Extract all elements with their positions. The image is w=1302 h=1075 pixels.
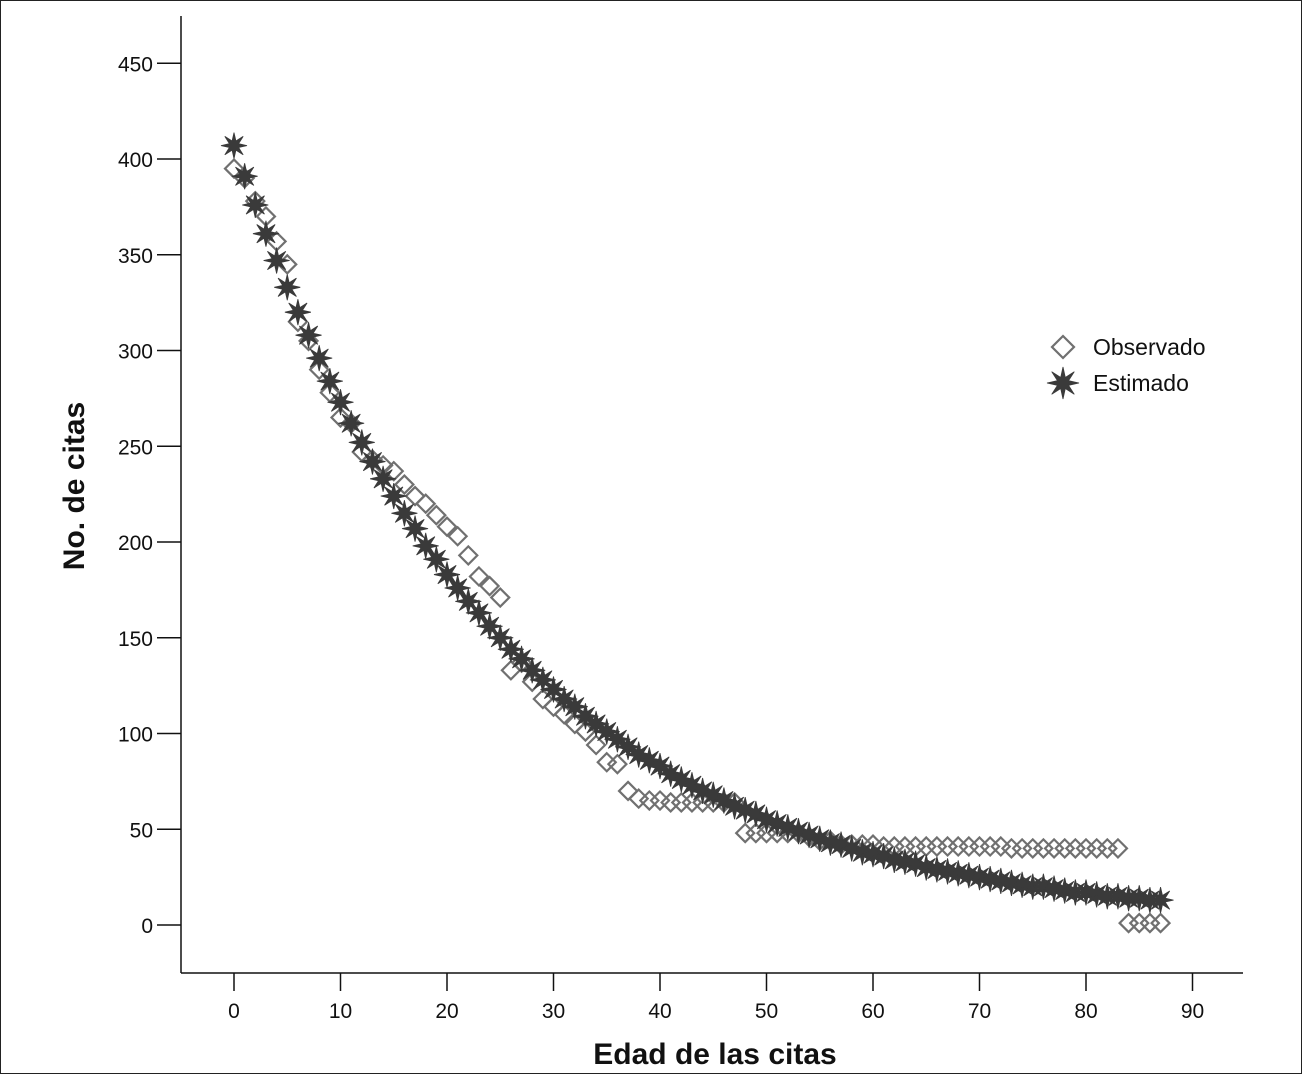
data-point-estimado xyxy=(348,429,375,456)
data-point-observado xyxy=(968,835,991,858)
data-point-observado xyxy=(585,734,607,756)
data-point-estimado xyxy=(359,448,386,475)
data-point-observado xyxy=(1064,837,1086,859)
legend-marker-observado xyxy=(1050,334,1076,360)
data-point-observado xyxy=(617,780,639,802)
x-tick-label: 20 xyxy=(435,1000,458,1023)
y-tick-label: 100 xyxy=(118,724,153,747)
y-tick-label: 150 xyxy=(118,628,153,651)
data-point-observado xyxy=(936,835,959,858)
series-estimado xyxy=(220,132,1174,914)
legend-diamond-marker xyxy=(1050,334,1076,360)
data-point-observado xyxy=(468,565,490,588)
data-point-observado xyxy=(979,835,1001,858)
legend-label-estimado: Estimado xyxy=(1093,370,1189,396)
data-point-observado xyxy=(479,575,501,597)
data-point-observado xyxy=(734,822,756,844)
data-point-observado xyxy=(1149,912,1172,934)
x-axis-ticks: 0 10 20 30 40 50 60 70 80 90 xyxy=(228,973,1204,1023)
data-point-observado xyxy=(670,791,692,813)
data-point-observado xyxy=(1128,912,1150,934)
data-point-observado xyxy=(947,835,969,858)
y-tick-label: 200 xyxy=(118,532,153,555)
data-point-observado xyxy=(415,493,437,515)
x-tick-label: 90 xyxy=(1181,1000,1204,1023)
data-point-observado xyxy=(915,835,937,858)
data-point-observado xyxy=(223,158,245,180)
data-point-observado xyxy=(926,835,948,858)
data-point-estimado xyxy=(380,482,407,510)
y-tick-label: 0 xyxy=(141,915,153,938)
data-point-observado xyxy=(1043,837,1065,859)
y-tick-label: 350 xyxy=(118,245,153,268)
x-tick-label: 60 xyxy=(861,1000,884,1023)
series-layer xyxy=(220,132,1174,934)
data-point-observado xyxy=(958,835,980,858)
x-tick-label: 30 xyxy=(542,1000,565,1023)
data-point-observado xyxy=(1096,837,1118,859)
x-axis-title: Edad de las citas xyxy=(593,1038,836,1071)
data-point-estimado xyxy=(370,465,397,492)
x-tick-label: 0 xyxy=(228,1000,240,1023)
data-point-observado xyxy=(606,753,628,775)
data-point-estimado xyxy=(252,220,280,247)
data-point-observado xyxy=(1011,837,1033,859)
data-point-estimado xyxy=(423,546,450,573)
data-point-observado xyxy=(1054,837,1076,859)
y-tick-label: 50 xyxy=(130,819,153,842)
data-point-observado xyxy=(425,504,447,526)
y-axis-title: No. de citas xyxy=(58,402,91,570)
data-point-estimado xyxy=(295,322,322,349)
data-point-estimado xyxy=(231,163,258,190)
data-point-observado xyxy=(436,516,458,538)
data-point-estimado xyxy=(391,500,418,527)
data-point-estimado xyxy=(316,368,343,395)
data-point-estimado xyxy=(327,389,354,416)
data-point-observado xyxy=(1032,837,1054,859)
x-tick-label: 10 xyxy=(329,1000,352,1023)
data-point-estimado xyxy=(401,515,429,542)
data-point-observado xyxy=(1022,837,1044,859)
data-point-observado xyxy=(1139,912,1161,934)
data-point-observado xyxy=(393,473,415,496)
y-tick-label: 300 xyxy=(118,341,153,364)
data-point-observado xyxy=(447,525,469,547)
x-tick-label: 40 xyxy=(648,1000,671,1023)
data-point-observado xyxy=(457,544,479,566)
legend: Observado Estimado xyxy=(1046,334,1206,400)
data-point-observado xyxy=(308,359,330,381)
x-tick-label: 80 xyxy=(1074,1000,1097,1023)
data-point-observado xyxy=(1086,837,1108,859)
y-tick-label: 400 xyxy=(118,149,153,172)
y-axis-ticks: 0 50 100 150 200 250 300 350 400 450 xyxy=(118,53,181,938)
data-point-observado xyxy=(1118,912,1140,934)
data-point-estimado xyxy=(263,247,290,274)
data-point-estimado xyxy=(338,410,365,437)
data-point-observado xyxy=(489,586,511,609)
data-point-estimado xyxy=(242,191,269,219)
data-point-observado xyxy=(329,406,352,429)
data-point-estimado xyxy=(284,299,311,326)
data-point-observado xyxy=(297,330,320,352)
data-point-estimado xyxy=(306,345,333,372)
data-point-observado xyxy=(383,460,405,482)
series-observado xyxy=(223,158,1172,934)
data-point-observado xyxy=(1075,837,1097,859)
legend-label-observado: Observado xyxy=(1093,334,1206,360)
data-point-estimado xyxy=(1147,887,1174,914)
data-point-estimado xyxy=(274,274,301,301)
legend-star-marker xyxy=(1046,366,1080,400)
data-point-estimado xyxy=(220,132,248,159)
x-tick-label: 50 xyxy=(755,1000,778,1023)
data-point-observado xyxy=(404,485,426,507)
legend-marker-estimado xyxy=(1046,366,1080,400)
y-tick-label: 250 xyxy=(118,436,153,459)
x-tick-label: 70 xyxy=(968,1000,991,1023)
y-tick-label: 450 xyxy=(118,53,153,76)
data-point-observado xyxy=(1107,837,1129,859)
